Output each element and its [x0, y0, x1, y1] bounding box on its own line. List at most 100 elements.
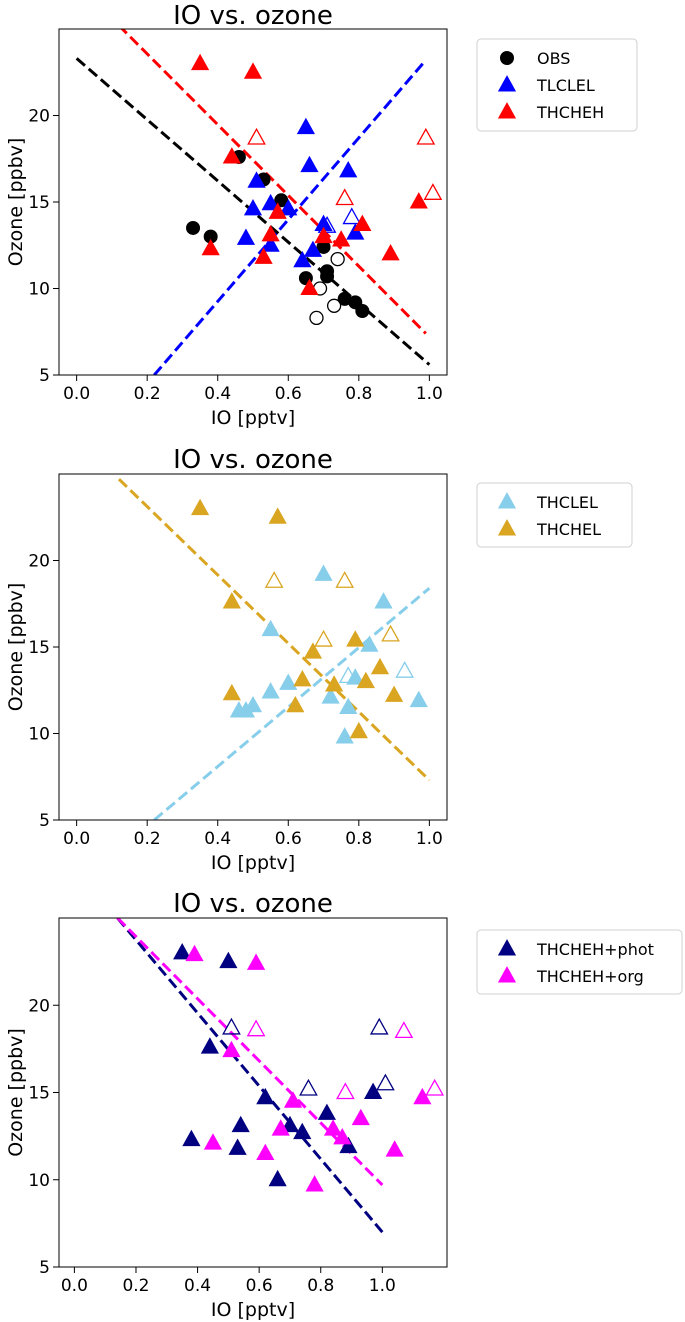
legend-marker — [500, 51, 514, 65]
data-point — [243, 695, 263, 713]
data-point — [222, 683, 241, 701]
x-tick-label: 0.0 — [61, 1276, 88, 1296]
x-axis-label: IO [pptv] — [211, 407, 295, 429]
legend-label: THCHEL — [536, 520, 601, 539]
data-point — [261, 235, 280, 252]
data-point — [360, 635, 379, 652]
data-point — [203, 1133, 223, 1150]
data-point — [374, 592, 393, 609]
data-point — [286, 695, 305, 713]
x-tick-label: 1.0 — [369, 1276, 396, 1296]
data-point — [314, 564, 333, 581]
y-tick-label: 10 — [28, 725, 50, 745]
x-tick-label: 0.0 — [63, 829, 90, 849]
legend-marker — [497, 102, 517, 119]
data-point — [247, 171, 266, 188]
data-point — [254, 247, 273, 264]
data-point — [317, 1103, 337, 1120]
regression-line — [116, 918, 384, 1234]
data-point — [185, 944, 204, 962]
data-point-open — [309, 310, 324, 326]
y-tick-label: 10 — [28, 1171, 50, 1191]
data-point — [409, 690, 428, 708]
legend-box — [476, 929, 683, 995]
data-point — [243, 62, 263, 79]
data-point-open — [425, 1078, 445, 1096]
legend-box — [476, 482, 633, 548]
y-tick-label: 20 — [28, 107, 50, 127]
data-point — [363, 1082, 383, 1099]
data-point — [346, 223, 365, 240]
data-point — [293, 1122, 312, 1140]
legend-box — [476, 38, 638, 132]
data-point — [219, 951, 238, 969]
y-tick-label: 15 — [28, 193, 50, 213]
data-point-open — [299, 1078, 318, 1096]
y-tick-label: 15 — [28, 638, 50, 658]
data-point — [186, 220, 201, 235]
plot-area — [116, 918, 445, 1234]
data-point-open — [394, 1021, 414, 1039]
data-point-open — [342, 207, 362, 225]
legend-label: THCLEL — [536, 493, 598, 512]
data-point — [300, 155, 319, 173]
chart-panel-1: IO vs. ozone 0.0 0.2 0.4 0.6 0.8 1.0 5 10 15 20 IO … — [5, 1, 638, 429]
legend-marker — [497, 75, 517, 92]
data-point — [303, 642, 323, 659]
axes-frame — [58, 473, 448, 821]
data-point — [351, 1108, 370, 1126]
chart-title: IO vs. ozone — [173, 889, 333, 919]
legend-label: THCHEH+phot — [536, 940, 654, 959]
data-point — [320, 269, 335, 284]
data-point — [243, 199, 263, 216]
chart-panel-2: IO vs. ozone 0.0 0.2 0.4 0.6 0.8 1.0 5 10 15 20 IO … — [5, 445, 633, 874]
regression-line — [120, 29, 427, 335]
data-point — [381, 244, 400, 261]
data-point — [190, 498, 210, 516]
data-point-open — [314, 629, 333, 647]
data-point — [279, 673, 298, 690]
data-point — [222, 1040, 241, 1058]
data-point — [268, 202, 287, 219]
data-point-open — [264, 571, 284, 588]
data-point — [333, 1128, 352, 1145]
data-point-open — [376, 1073, 395, 1091]
data-point — [353, 214, 372, 231]
data-point — [296, 117, 316, 135]
data-point — [279, 199, 298, 216]
legend-label: THCHEH+org — [536, 967, 644, 986]
legend-label: TLCLEL — [536, 76, 595, 95]
data-point-open — [326, 298, 342, 313]
legend: THCLEL THCHEL — [476, 482, 633, 548]
data-point — [261, 682, 280, 699]
data-point — [268, 1169, 287, 1187]
legend-marker — [497, 519, 517, 536]
legend-label: OBS — [537, 49, 570, 68]
axes-frame — [58, 917, 448, 1268]
data-point — [335, 727, 354, 744]
y-axis-label: Ozone [ppbv] — [5, 583, 27, 712]
data-point-open — [330, 251, 345, 267]
legend: OBS TLCLEL THCHEH — [476, 38, 638, 132]
y-axis-label: Ozone [ppbv] — [5, 1028, 27, 1157]
plot-area — [117, 478, 431, 820]
data-point — [385, 1140, 404, 1157]
data-point — [200, 1037, 219, 1054]
chart-panel-3: IO vs. ozone 0.0 0.2 0.4 0.6 0.8 1.0 5 10 15 20 IO … — [5, 889, 683, 1321]
x-tick-label: 0.0 — [63, 384, 90, 404]
data-point — [339, 160, 358, 178]
y-tick-label: 5 — [39, 811, 50, 831]
chart-title: IO vs. ozone — [173, 1, 333, 31]
x-tick-label: 0.8 — [345, 384, 372, 404]
data-point — [280, 1115, 300, 1133]
x-tick-label: 0.6 — [275, 829, 302, 849]
data-point — [356, 671, 375, 689]
data-point — [321, 687, 340, 704]
x-axis-label: IO [pptv] — [211, 852, 295, 874]
data-point-open — [336, 1082, 355, 1100]
x-axis-label: IO [pptv] — [211, 1299, 295, 1321]
data-point — [339, 697, 358, 715]
data-point — [182, 1129, 201, 1147]
y-tick-label: 5 — [39, 1258, 50, 1278]
data-point — [256, 1143, 275, 1161]
